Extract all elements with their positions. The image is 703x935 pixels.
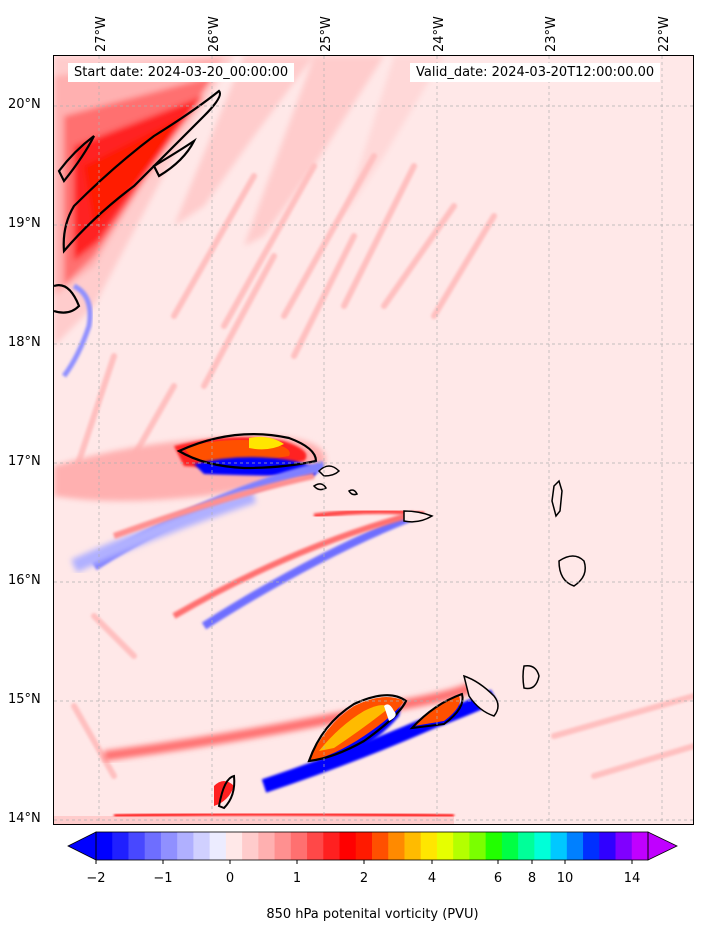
- colorbar-segment: [501, 832, 519, 860]
- colorbar-segment: [258, 832, 276, 860]
- colorbar-segment: [177, 832, 194, 860]
- colorbar-segment: [469, 832, 487, 860]
- colorbar-segment: [631, 832, 649, 860]
- colorbar-segment: [339, 832, 357, 860]
- pv-band-middle: [54, 433, 425, 630]
- colorbar-tick-label: 10: [556, 871, 574, 886]
- colorbar-tick-label: 0: [225, 871, 235, 886]
- colorbar-segment: [566, 832, 584, 860]
- colorbar-tick-label: −2: [86, 871, 106, 886]
- colorbar-tick-label: 14: [623, 871, 641, 886]
- graticule: [54, 56, 693, 824]
- colorbar-segment: [209, 832, 227, 860]
- pv-diagonal-streaks: [71, 153, 693, 779]
- colorbar-segment: [355, 832, 373, 860]
- colorbar-segment: [485, 832, 503, 860]
- colorbar-tick-label: 8: [527, 871, 537, 886]
- pv-field-map: [54, 56, 693, 824]
- colorbar-under-arrow: [67, 831, 97, 861]
- colorbar-segment: [436, 832, 454, 860]
- colorbar-segment: [453, 832, 470, 860]
- lat-label-15n: 15°N: [8, 692, 41, 707]
- colorbar-segment: [404, 832, 422, 860]
- colorbar-segment: [599, 832, 617, 860]
- lat-label-20n: 20°N: [8, 97, 41, 112]
- colorbar-frame: [95, 831, 649, 861]
- colorbar-tick-marks: [95, 860, 633, 864]
- colorbar-segment: [518, 832, 535, 860]
- colorbar-segment: [242, 832, 259, 860]
- colorbar-segment: [290, 832, 308, 860]
- islands: [312, 465, 586, 717]
- lat-label-16n: 16°N: [8, 573, 41, 588]
- colorbar-tick-label: 1: [292, 871, 302, 886]
- colorbar-segment: [420, 832, 438, 860]
- colorbar-segment: [128, 832, 146, 860]
- valid-date-label: Valid_date: 2024-03-20T12:00:00.00: [410, 63, 661, 82]
- colorbar-segment: [323, 832, 341, 860]
- colorbar-segment: [307, 832, 324, 860]
- colorbar-segment: [534, 832, 552, 860]
- colorbar-tick-label: 2: [359, 871, 369, 886]
- colorbar-tick-label: 6: [493, 871, 503, 886]
- map-panel: [53, 55, 694, 825]
- colorbar-segments: [96, 832, 649, 860]
- lat-label-18n: 18°N: [8, 335, 41, 350]
- colorbar-tick-label: 4: [427, 871, 437, 886]
- colorbar-tick-label: −1: [153, 871, 173, 886]
- start-date-label: Start date: 2024-03-20_00:00:00: [68, 63, 295, 82]
- colorbar-segment: [96, 832, 113, 860]
- colorbar-segment: [372, 832, 389, 860]
- negative-pv-streak-northwest: [61, 283, 93, 378]
- lat-label-17n: 17°N: [8, 454, 41, 469]
- colorbar-segment: [388, 832, 405, 860]
- pv-contours-northwest: [54, 89, 222, 314]
- colorbar-segment: [160, 832, 178, 860]
- colorbar-label: 850 hPa potenital vorticity (PVU): [266, 907, 479, 922]
- colorbar-segment: [583, 832, 600, 860]
- colorbar-segment: [112, 832, 129, 860]
- colorbar-segment: [225, 832, 243, 860]
- colorbar-over-arrow: [647, 831, 678, 861]
- colorbar-segment: [274, 832, 292, 860]
- colorbar-segment: [615, 832, 633, 860]
- lat-label-14n: 14°N: [8, 811, 41, 826]
- colorbar-segment: [550, 832, 568, 860]
- lat-label-19n: 19°N: [8, 216, 41, 231]
- colorbar-segment: [193, 832, 211, 860]
- colorbar-segment: [144, 832, 162, 860]
